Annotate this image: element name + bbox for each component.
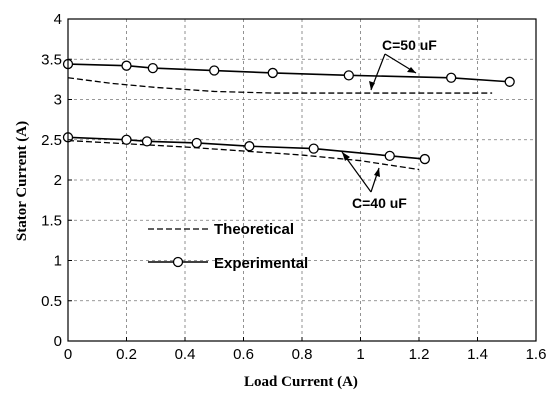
x-tick-label: 0 [64, 346, 72, 363]
x-tick-labels: 0 0.2 0.4 0.6 0.8 1 1.2 1.4 1.6 [64, 337, 547, 363]
series-3-point [419, 153, 431, 165]
series-3-point [141, 136, 153, 147]
series-3-point [191, 137, 202, 149]
series-1-point [147, 62, 158, 74]
annotation-c40-label: C=40 uF [352, 195, 407, 211]
legend-theoretical-label: Theoretical [214, 221, 294, 238]
y-tick-label: 3.5 [41, 51, 62, 68]
legend-experimental-label: Experimental [214, 255, 308, 272]
series-3-point [308, 143, 319, 154]
y-tick-label: 0 [54, 333, 62, 350]
series-1-point [121, 60, 132, 71]
x-tick-label: 0.6 [233, 346, 254, 363]
series-1-point [504, 76, 515, 87]
y-tick-label: 1.5 [41, 212, 62, 229]
y-tick-label: 1 [54, 253, 62, 270]
x-tick-label: 1.4 [467, 346, 488, 363]
y-tick-label: 0.5 [41, 293, 62, 310]
series-1-point [446, 72, 457, 83]
series-1-point [267, 67, 278, 79]
series-line-0 [67, 77, 493, 94]
x-tick-label: 1.2 [409, 346, 430, 363]
x-tick-label: 0.8 [292, 346, 313, 363]
x-tick-label: 0.2 [116, 346, 137, 363]
annotation-c50: C=50 uF [369, 37, 437, 91]
annotation-c40-arrowhead-1 [342, 152, 350, 161]
legend: Theoretical Experimental [148, 221, 308, 272]
x-axis-title: Load Current (A) [244, 374, 358, 390]
series-3-point [121, 134, 132, 145]
y-tick-label: 3 [54, 92, 62, 109]
series-1-point [209, 65, 220, 76]
annotation-c40: C=40 uF [341, 151, 407, 211]
series-3-point [384, 150, 395, 162]
annotation-c40-arrowhead-2 [374, 168, 380, 177]
y-tick-label: 4 [54, 11, 62, 28]
x-tick-label: 0.4 [175, 346, 196, 363]
annotation-c50-arrowhead-1 [369, 81, 375, 90]
y-axis-title: Stator Current (A) [14, 121, 30, 241]
legend-experimental-marker [172, 256, 184, 268]
series-layer [62, 58, 515, 171]
y-tick-label: 2 [54, 172, 62, 189]
annotation-c50-label: C=50 uF [382, 37, 437, 53]
y-tick-label: 2.5 [41, 132, 62, 149]
y-tick-labels: 0 0.5 1 1.5 2 2.5 3 3.5 4 [41, 11, 72, 350]
series-3-point [244, 141, 255, 152]
annotation-c50-arrowhead-2 [407, 67, 416, 73]
series-1-point [343, 70, 354, 81]
series-line-1 [67, 63, 510, 83]
x-tick-label: 1.6 [526, 346, 547, 363]
x-tick-label: 1 [356, 346, 364, 363]
